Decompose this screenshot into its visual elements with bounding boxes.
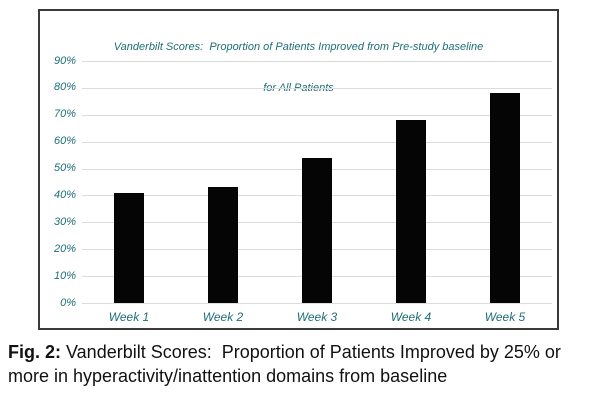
x-tick-label-week-1: Week 1 bbox=[108, 310, 150, 324]
y-tick-label-0: 0% bbox=[60, 296, 76, 309]
y-tick-label-10: 10% bbox=[53, 269, 76, 282]
bar-week-1 bbox=[114, 192, 144, 303]
y-tick-label-90: 90% bbox=[53, 54, 76, 67]
y-tick-label-40: 40% bbox=[53, 188, 76, 201]
x-tick-label-week-4: Week 4 bbox=[390, 310, 432, 324]
chart-title-line1: Vanderbilt Scores: Proportion of Patient… bbox=[113, 41, 484, 53]
y-tick-label-60: 60% bbox=[53, 135, 76, 148]
x-tick-label-week-3: Week 3 bbox=[296, 310, 338, 324]
gridline-0 bbox=[82, 303, 552, 304]
gridline-60 bbox=[82, 141, 552, 143]
gridline-70 bbox=[82, 114, 552, 116]
figure-caption-text: Vanderbilt Scores: Proportion of Patient… bbox=[8, 342, 566, 386]
y-tick-label-80: 80% bbox=[53, 81, 76, 94]
chart-title-line2: for All Patients bbox=[263, 81, 334, 94]
x-tick-label-week-2: Week 2 bbox=[202, 310, 244, 324]
y-tick-label-20: 20% bbox=[53, 242, 76, 255]
figure-caption-label: Fig. 2: bbox=[8, 342, 61, 362]
gridline-90 bbox=[82, 61, 552, 62]
plot-area bbox=[82, 61, 552, 304]
y-tick-label-50: 50% bbox=[53, 162, 76, 175]
bar-week-2 bbox=[208, 187, 238, 303]
figure-caption: Fig. 2: Vanderbilt Scores: Proportion of… bbox=[8, 340, 570, 388]
y-tick-label-30: 30% bbox=[53, 215, 76, 228]
bar-week-5 bbox=[490, 93, 520, 303]
chart-frame: Vanderbilt Scores: Proportion of Patient… bbox=[38, 9, 559, 330]
bar-week-4 bbox=[396, 120, 426, 303]
x-tick-label-week-5: Week 5 bbox=[484, 310, 526, 324]
chart-title: Vanderbilt Scores: Proportion of Patient… bbox=[40, 14, 557, 122]
gridline-80 bbox=[82, 87, 552, 89]
y-tick-label-70: 70% bbox=[53, 108, 76, 121]
bar-week-3 bbox=[302, 157, 332, 303]
